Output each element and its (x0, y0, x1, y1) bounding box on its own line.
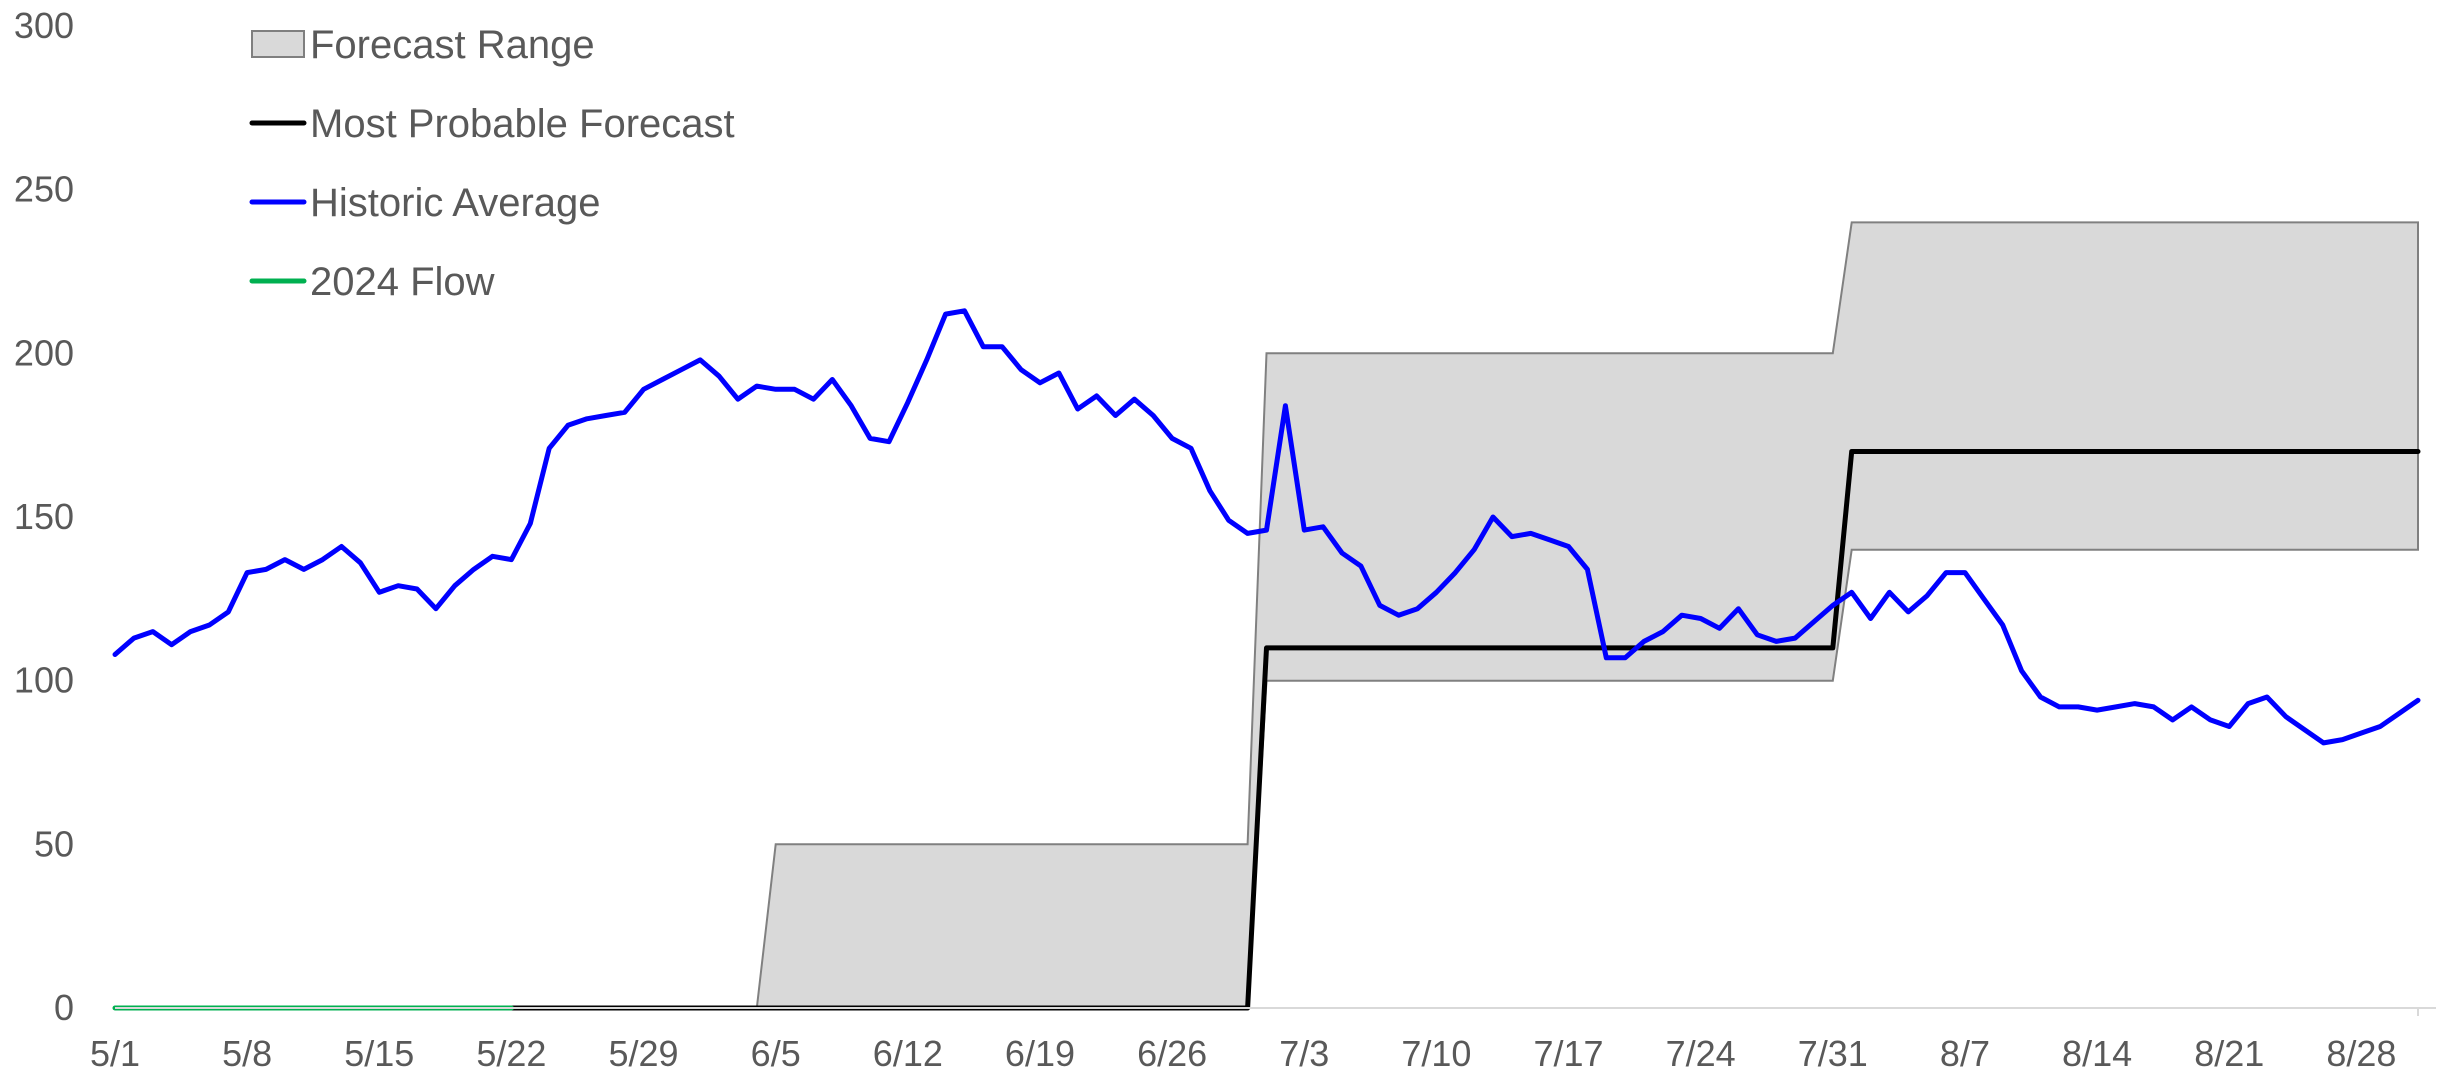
legend-item-forecast-range: Forecast Range (251, 23, 595, 67)
forecast-range-layer (755, 221, 2419, 1009)
x-tick-label: 8/21 (2194, 1033, 2264, 1072)
x-tick-label: 8/7 (1940, 1033, 1990, 1072)
x-tick-label: 5/15 (344, 1033, 414, 1072)
x-tick-label: 6/26 (1137, 1033, 1207, 1072)
y-tick-label: 150 (14, 496, 74, 537)
x-tick-label: 8/14 (2062, 1033, 2132, 1072)
y-tick-label: 100 (14, 660, 74, 701)
legend-item-2024-flow: 2024 Flow (249, 260, 495, 304)
historic-average-line (112, 308, 2421, 746)
x-tick-label: 7/3 (1279, 1033, 1329, 1072)
x-tick-label: 6/12 (873, 1033, 943, 1072)
x-tick-label: 7/24 (1666, 1033, 1736, 1072)
legend-label: Historic Average (310, 181, 601, 225)
x-axis-tick-labels: 5/1 5/8 5/15 5/22 5/29 6/5 6/12 6/19 6/26 7/3 7/10… (90, 1033, 2396, 1074)
legend-label: Forecast Range (310, 23, 595, 67)
x-tick-label: 7/31 (1798, 1033, 1868, 1072)
legend-swatch (251, 30, 305, 58)
x-tick-label: 5/1 (90, 1033, 140, 1072)
legend: Forecast Range Most Probable Forecast Hist… (249, 23, 735, 304)
x-tick-label: 6/5 (751, 1033, 801, 1072)
legend-label: Most Probable Forecast (310, 102, 735, 146)
x-tick-label: 7/10 (1401, 1033, 1471, 1072)
x-tick-label: 7/17 (1533, 1033, 1603, 1072)
x-tick-label: 5/22 (476, 1033, 546, 1072)
legend-item-most-probable-forecast: Most Probable Forecast (249, 102, 735, 146)
y-tick-label: 250 (14, 169, 74, 210)
x-axis (115, 1007, 2436, 1016)
y-tick-label: 0 (54, 987, 74, 1028)
y-tick-label: 200 (14, 332, 74, 373)
y-tick-label: 300 (14, 5, 74, 46)
y-tick-label: 50 (34, 823, 74, 864)
forecast-range-area (755, 221, 2419, 1009)
x-tick-label: 6/19 (1005, 1033, 1075, 1072)
x-tick-label: 8/28 (2326, 1033, 2396, 1072)
y-axis-tick-labels: 0 50 100 150 200 250 300 (14, 5, 74, 1028)
x-tick-label: 5/29 (609, 1033, 679, 1072)
x-tick-label: 5/8 (222, 1033, 272, 1072)
legend-label: 2024 Flow (310, 260, 495, 304)
legend-item-historic-average: Historic Average (249, 181, 601, 225)
